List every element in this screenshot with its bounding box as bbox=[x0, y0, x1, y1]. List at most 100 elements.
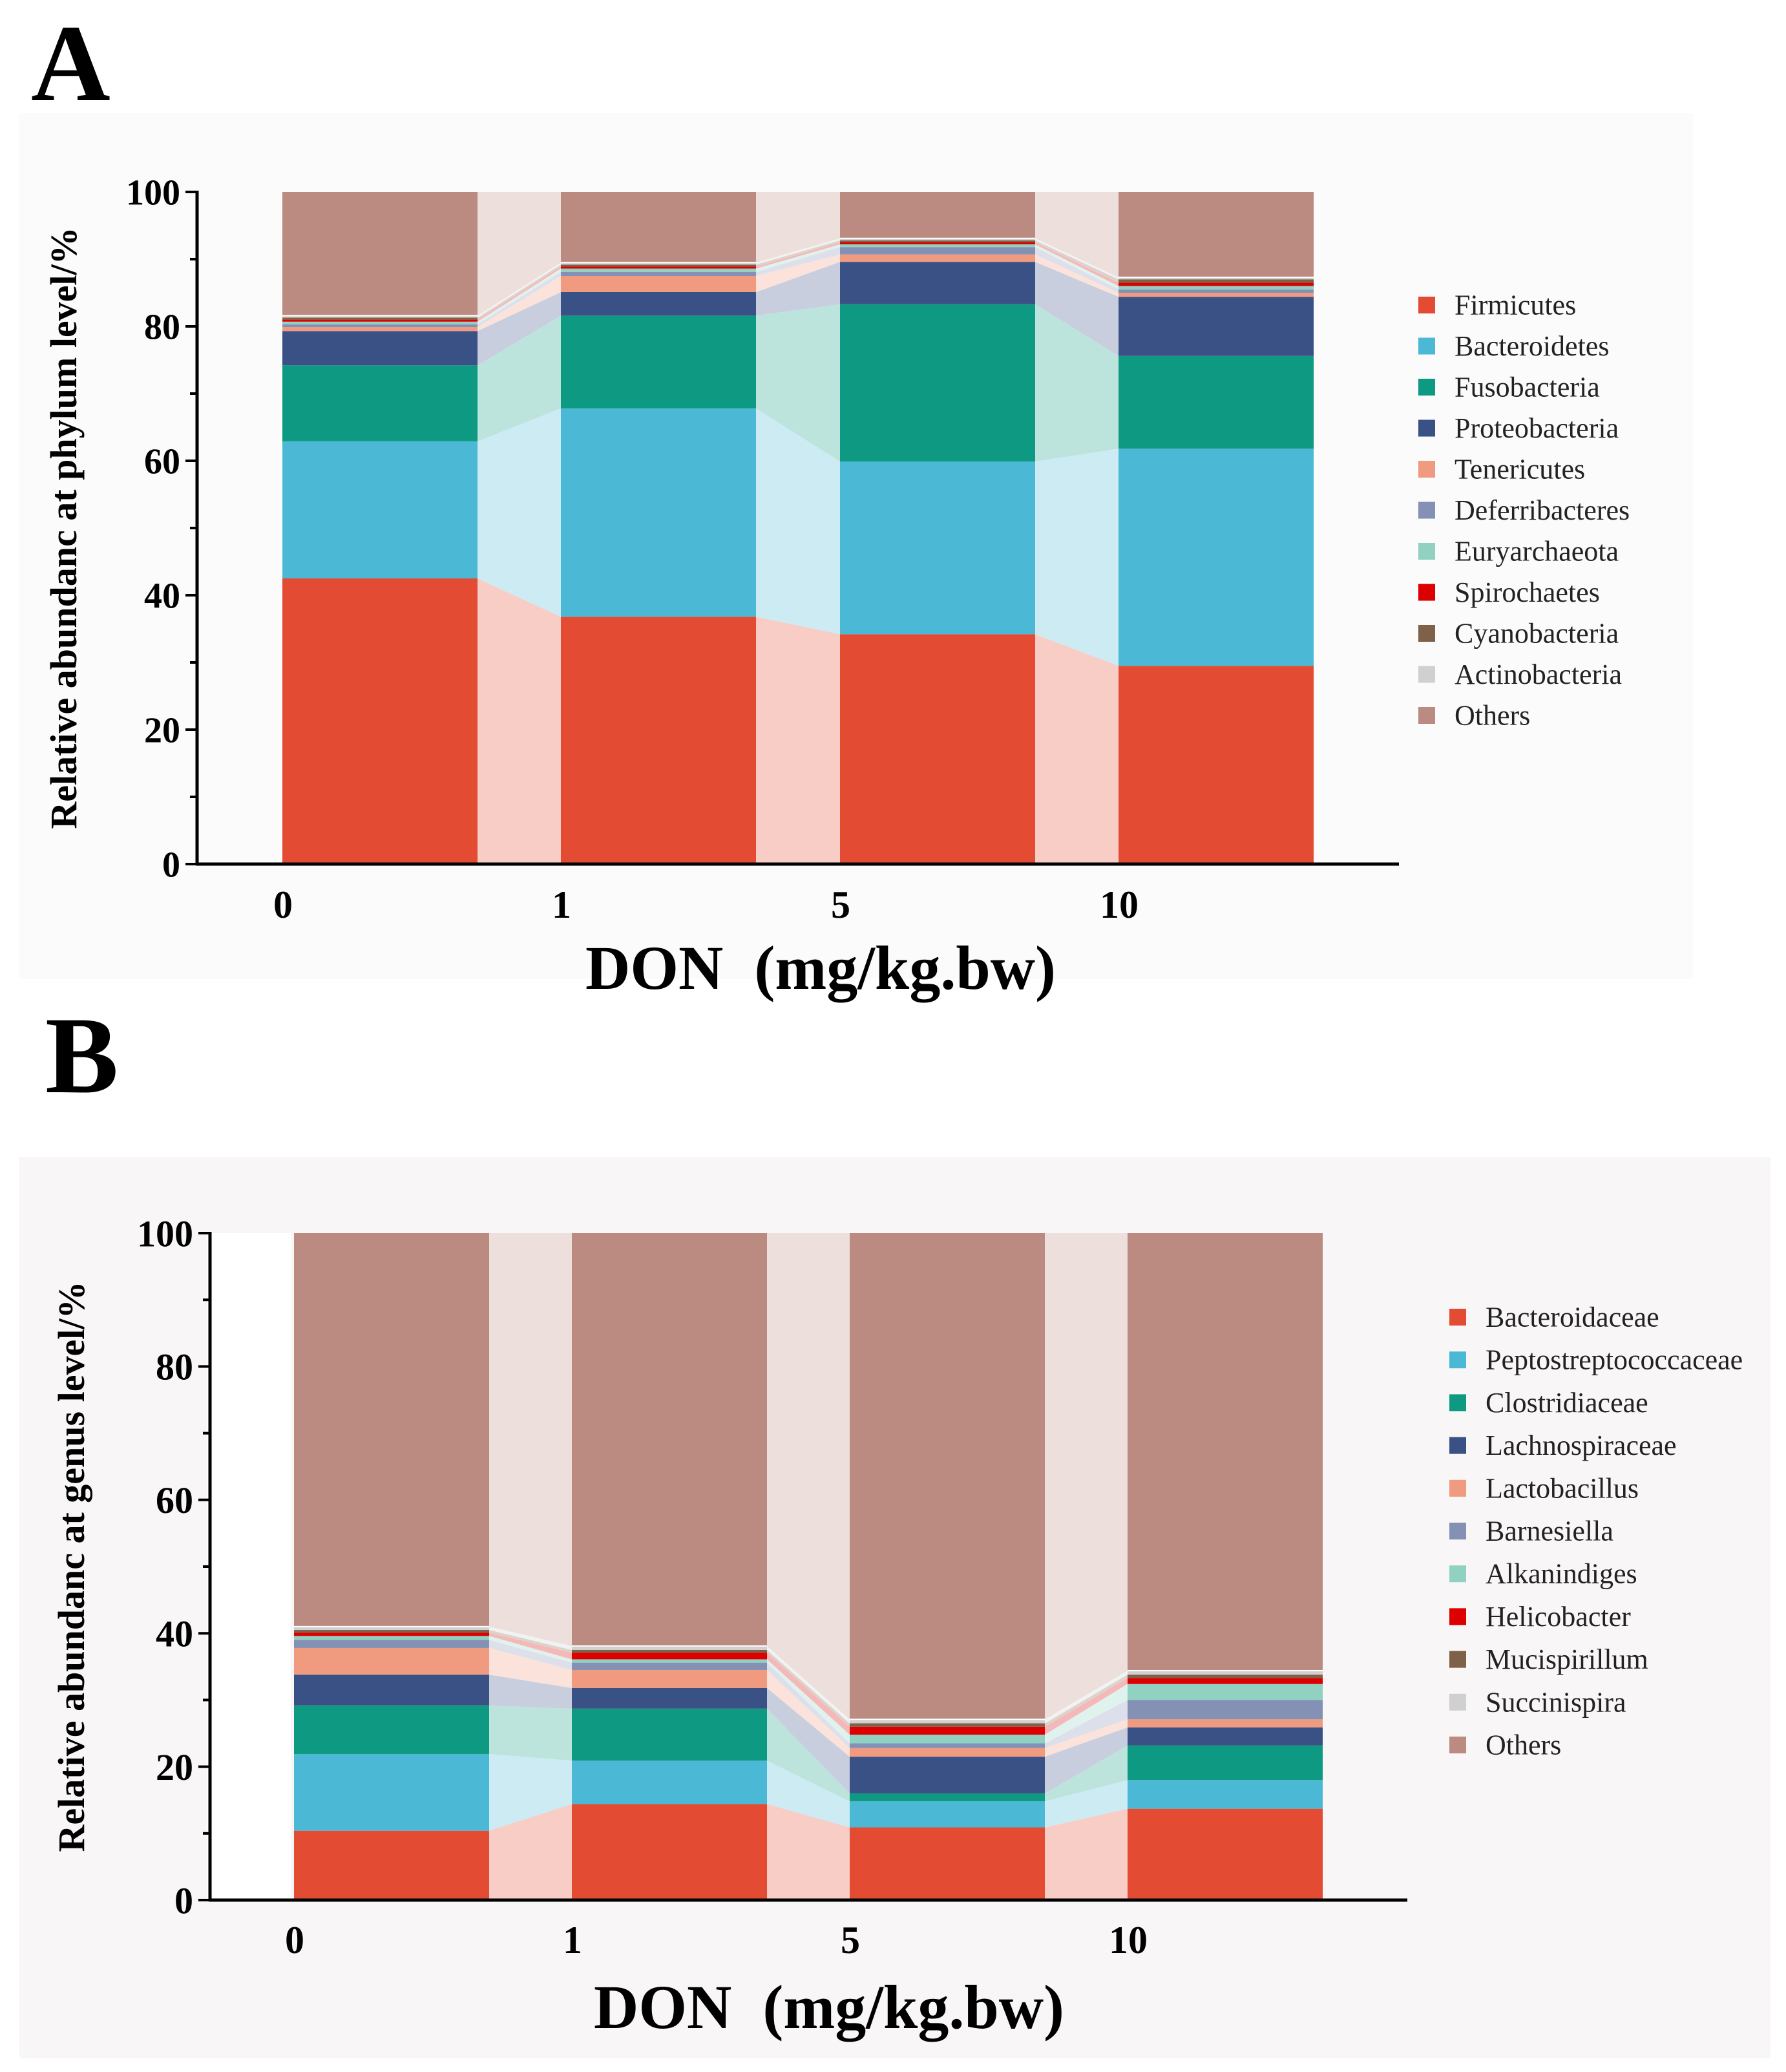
genus-bar-lachnospiraceae-0 bbox=[294, 1675, 489, 1706]
phylum-flow-bacteroidetes-2 bbox=[1035, 449, 1119, 666]
genus-bar-clostridiaceae-5 bbox=[850, 1793, 1045, 1802]
phylum-flow-others-0 bbox=[478, 192, 561, 316]
genus-flow-mucispirillum-1 bbox=[767, 1650, 850, 1727]
genus-legend-swatch-lachnospiraceae bbox=[1449, 1437, 1466, 1454]
phylum-bar-tenericutes-10 bbox=[1119, 293, 1314, 297]
genus-bar-mucispirillum-10 bbox=[1128, 1675, 1323, 1678]
genus-flow-barnesiella-1 bbox=[767, 1662, 850, 1748]
genus-bar-helicobacter-0 bbox=[294, 1633, 489, 1636]
genus-legend-label-peptostreptococcaceae: Peptostreptococcaceae bbox=[1486, 1344, 1743, 1376]
genus-bar-succinispira-5 bbox=[850, 1719, 1045, 1724]
genus-y-tick-label-100: 100 bbox=[137, 1212, 193, 1254]
phylum-flow-others-2 bbox=[1035, 192, 1119, 278]
genus-x-tick-label-1: 1 bbox=[563, 1919, 582, 1961]
phylum-flow-tenericutes-0 bbox=[478, 276, 561, 332]
genus-bar-succinispira-10 bbox=[1128, 1670, 1323, 1675]
genus-flow-lactobacillus-0 bbox=[489, 1647, 572, 1688]
genus-legend-label-succinispira: Succinispira bbox=[1486, 1686, 1626, 1718]
genus-bar-barnesiella-0 bbox=[294, 1640, 489, 1648]
phylum-x-tick-label-10: 10 bbox=[1100, 883, 1139, 926]
genus-flow-bacteroidaceae-1 bbox=[767, 1804, 850, 1900]
genus-bar-others-5 bbox=[850, 1233, 1045, 1720]
genus-legend-label-barnesiella: Barnesiella bbox=[1486, 1516, 1613, 1547]
phylum-flow-cyanobacteria-0 bbox=[478, 264, 561, 320]
phylum-flow-actinobacteria-2 bbox=[1035, 238, 1119, 280]
phylum-bar-firmicutes-1 bbox=[561, 617, 756, 864]
phylum-bar-deferribacteres-1 bbox=[561, 271, 756, 276]
phylum-flow-proteobacteria-0 bbox=[478, 291, 561, 366]
phylum-legend-swatch-others bbox=[1418, 707, 1435, 724]
phylum-flow-fusobacteria-0 bbox=[478, 315, 561, 441]
genus-bar-barnesiella-10 bbox=[1128, 1700, 1323, 1720]
genus-legend-swatch-succinispira bbox=[1449, 1693, 1466, 1711]
phylum-flow-bacteroidetes-0 bbox=[478, 408, 561, 617]
phylum-flow-firmicutes-2 bbox=[1035, 634, 1119, 864]
phylum-bar-spirochaetes-10 bbox=[1119, 282, 1314, 286]
phylum-flow-firmicutes-0 bbox=[478, 578, 561, 864]
phylum-bar-bacteroidetes-10 bbox=[1119, 449, 1314, 666]
phylum-flow-tenericutes-2 bbox=[1035, 254, 1119, 297]
genus-bar-alkanindiges-5 bbox=[850, 1735, 1045, 1744]
phylum-bar-spirochaetes-0 bbox=[282, 319, 478, 322]
genus-legend-label-bacteroidaceae: Bacteroidaceae bbox=[1486, 1302, 1659, 1333]
panel-b-plot-white-area bbox=[207, 1233, 291, 1900]
genus-bar-others-1 bbox=[572, 1233, 767, 1646]
phylum-bar-fusobacteria-5 bbox=[840, 304, 1035, 462]
genus-bar-lachnospiraceae-10 bbox=[1128, 1727, 1323, 1746]
genus-flow-mucispirillum-0 bbox=[489, 1630, 572, 1653]
phylum-flow-actinobacteria-1 bbox=[756, 238, 840, 265]
genus-legend-label-helicobacter: Helicobacter bbox=[1486, 1601, 1631, 1633]
phylum-x-tick-label-1: 1 bbox=[552, 883, 571, 926]
phylum-x-tick-label-0: 0 bbox=[273, 883, 293, 926]
phylum-bar-others-1 bbox=[561, 192, 756, 263]
phylum-flow-proteobacteria-2 bbox=[1035, 262, 1119, 356]
genus-bar-alkanindiges-1 bbox=[572, 1659, 767, 1663]
phylum-bar-deferribacteres-0 bbox=[282, 324, 478, 328]
genus-stacked-bar-chart: 0 20 40 60 80 100 0 1 5 10 DON (mg/kg.bw) Relative … bbox=[50, 1212, 1743, 2042]
genus-bar-clostridiaceae-10 bbox=[1128, 1745, 1323, 1781]
phylum-bar-deferribacteres-10 bbox=[1119, 289, 1314, 293]
phylum-bar-cyanobacteria-1 bbox=[561, 264, 756, 267]
phylum-flow-bacteroidetes-1 bbox=[756, 408, 840, 635]
phylum-y-axis-title: Relative abundanc at phylum level/% bbox=[43, 227, 85, 829]
genus-y-tick-label-40: 40 bbox=[156, 1613, 193, 1655]
genus-bar-clostridiaceae-0 bbox=[294, 1705, 489, 1754]
phylum-legend-label-firmicutes: Firmicutes bbox=[1455, 290, 1576, 321]
genus-bar-helicobacter-1 bbox=[572, 1653, 767, 1660]
phylum-legend-swatch-bacteroidetes bbox=[1418, 337, 1435, 355]
genus-legend-label-lachnospiraceae: Lachnospiraceae bbox=[1486, 1430, 1677, 1461]
genus-bar-clostridiaceae-1 bbox=[572, 1708, 767, 1761]
phylum-bar-others-0 bbox=[282, 192, 478, 316]
genus-x-tick-label-0: 0 bbox=[285, 1919, 304, 1961]
genus-flow-clostridiaceae-1 bbox=[767, 1708, 850, 1802]
genus-y-axis-title: Relative abundanc at genus level/% bbox=[50, 1282, 92, 1852]
genus-flow-peptostreptococcaceae-1 bbox=[767, 1760, 850, 1828]
phylum-flow-tenericutes-1 bbox=[756, 254, 840, 292]
phylum-legend-label-euryarchaeota: Euryarchaeota bbox=[1455, 536, 1619, 567]
phylum-flow-deferribacteres-2 bbox=[1035, 247, 1119, 293]
phylum-stacked-bar-chart: 0 20 40 60 80 100 0 1 5 10 DON (mg/kg.bw) Relative … bbox=[43, 173, 1630, 1002]
phylum-legend-swatch-cyanobacteria bbox=[1418, 625, 1435, 642]
phylum-bar-cyanobacteria-5 bbox=[840, 240, 1035, 242]
genus-flow-others-2 bbox=[1045, 1233, 1128, 1720]
genus-flow-mucispirillum-2 bbox=[1045, 1675, 1128, 1727]
genus-bar-lactobacillus-0 bbox=[294, 1647, 489, 1675]
phylum-y-tick-label-0: 0 bbox=[162, 845, 180, 885]
phylum-y-tick-label-80: 80 bbox=[144, 308, 180, 348]
genus-legend-label-clostridiaceae: Clostridiaceae bbox=[1486, 1387, 1648, 1419]
genus-y-tick-label-80: 80 bbox=[156, 1346, 193, 1388]
phylum-legend-label-actinobacteria: Actinobacteria bbox=[1455, 659, 1622, 690]
genus-flow-succinispira-1 bbox=[767, 1645, 850, 1724]
genus-bar-succinispira-1 bbox=[572, 1645, 767, 1650]
genus-bar-others-10 bbox=[1128, 1233, 1323, 1671]
genus-flow-alkanindiges-1 bbox=[767, 1659, 850, 1744]
genus-flow-lactobacillus-1 bbox=[767, 1669, 850, 1757]
phylum-bar-others-5 bbox=[840, 192, 1035, 238]
phylum-legend-swatch-actinobacteria bbox=[1418, 666, 1435, 683]
phylum-flow-deferribacteres-1 bbox=[756, 247, 840, 276]
genus-flow-bacteroidaceae-2 bbox=[1045, 1808, 1128, 1900]
genus-flow-lachnospiraceae-1 bbox=[767, 1687, 850, 1793]
genus-bar-lachnospiraceae-5 bbox=[850, 1757, 1045, 1793]
phylum-legend-swatch-proteobacteria bbox=[1418, 419, 1435, 437]
genus-flow-alkanindiges-0 bbox=[489, 1636, 572, 1663]
